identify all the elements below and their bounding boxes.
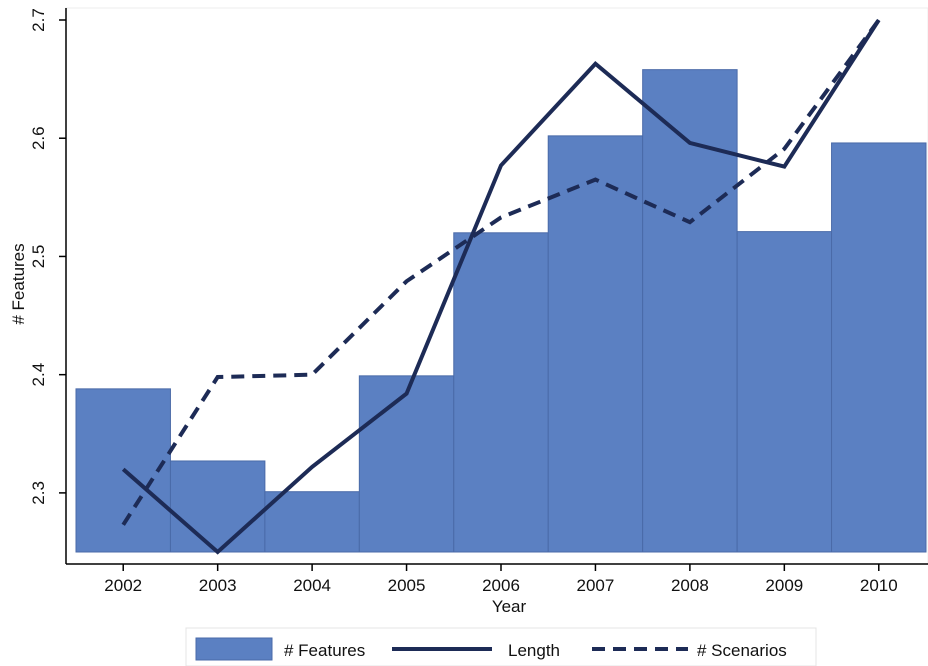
x-tick-label: 2004 <box>293 576 331 595</box>
x-tick-label: 2010 <box>860 576 898 595</box>
legend-label-length: Length <box>508 641 560 660</box>
bar-2006 <box>453 232 549 553</box>
axes-layer: 2.3 2.4 2.5 2.6 2.7 2002 2003 2004 2005 2006 2007 2… <box>29 8 928 595</box>
legend-label-scenarios: # Scenarios <box>697 641 787 660</box>
x-tick-label: 2007 <box>577 576 615 595</box>
bars-layer <box>75 69 927 553</box>
bar-2004 <box>264 491 360 553</box>
y-axis-title: # Features <box>9 243 28 324</box>
legend-swatch-features <box>195 637 273 661</box>
x-tick-label: 2008 <box>671 576 709 595</box>
bar-2009 <box>736 231 833 553</box>
x-tick-label: 2009 <box>765 576 803 595</box>
legend: # Features Length # Scenarios <box>185 627 817 666</box>
bar-2005 <box>358 375 455 553</box>
bar-2003 <box>169 460 266 553</box>
bar-2010 <box>831 142 927 553</box>
y-tick-label: 2.6 <box>29 126 48 150</box>
y-tick-label: 2.3 <box>29 481 48 505</box>
lines-layer <box>121 18 881 555</box>
y-tick-label: 2.4 <box>29 363 48 387</box>
line-series-length <box>121 18 881 555</box>
legend-frame <box>185 627 817 666</box>
x-tick-label: 2003 <box>199 576 237 595</box>
x-tick-label: 2005 <box>388 576 426 595</box>
x-tick-label: 2002 <box>104 576 142 595</box>
x-axis-title: Year <box>492 597 527 616</box>
bar-2007 <box>547 135 644 553</box>
y-tick-label: 2.5 <box>29 245 48 269</box>
x-tick-label: 2006 <box>482 576 520 595</box>
line-series-scenarios <box>121 18 881 526</box>
legend-label-features: # Features <box>284 641 365 660</box>
y-tick-label: 2.7 <box>29 8 48 32</box>
